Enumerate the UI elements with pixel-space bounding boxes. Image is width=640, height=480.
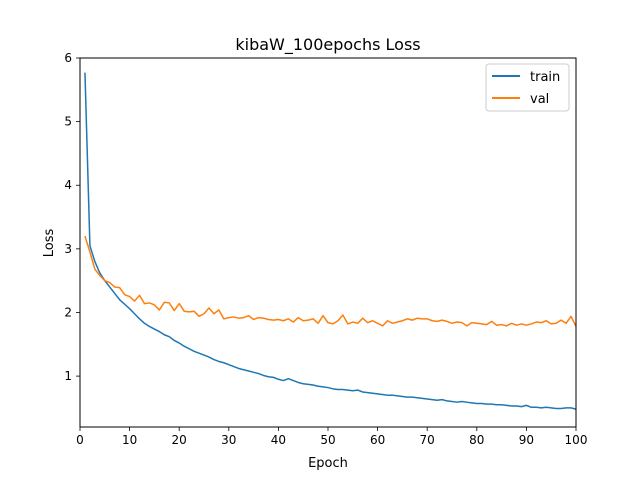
y-tick-label: 5 (64, 115, 72, 129)
x-tick-label: 0 (76, 433, 84, 447)
legend-train-label: train (530, 70, 560, 85)
legend-val-label: val (530, 92, 549, 107)
x-tick-label: 10 (122, 433, 137, 447)
x-tick-label: 20 (172, 433, 187, 447)
y-tick-label: 1 (64, 369, 72, 383)
x-axis: 0 10 20 30 40 50 60 70 80 90 100 (76, 427, 587, 447)
x-tick-label: 40 (271, 433, 286, 447)
x-tick-label: 100 (565, 433, 588, 447)
x-axis-label: Epoch (308, 456, 348, 471)
x-tick-label: 50 (320, 433, 335, 447)
x-tick-label: 30 (221, 433, 236, 447)
x-tick-label: 80 (469, 433, 484, 447)
y-tick-label: 3 (64, 242, 72, 256)
y-axis-label: Loss (42, 229, 57, 258)
y-tick-label: 6 (64, 51, 72, 65)
y-axis: 1 2 3 4 5 6 (64, 51, 80, 383)
series-line-train (84, 72, 576, 410)
series-layer (84, 72, 576, 410)
x-tick-label: 90 (519, 433, 534, 447)
x-tick-label: 60 (370, 433, 385, 447)
chart-title: kibaW_100epochs Loss (235, 35, 420, 55)
y-tick-label: 4 (64, 178, 72, 192)
series-line-val (84, 235, 576, 327)
legend: train val (485, 63, 570, 112)
y-tick-label: 2 (64, 305, 72, 319)
x-tick-label: 70 (420, 433, 435, 447)
